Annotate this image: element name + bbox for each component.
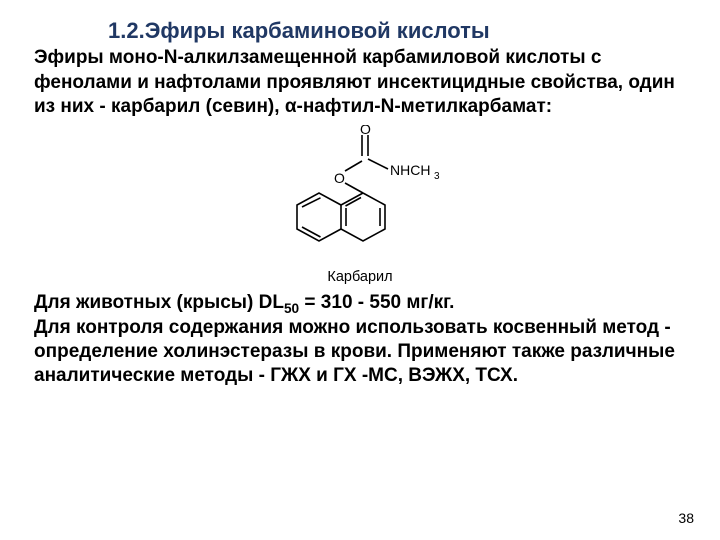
label-NHCH3: NHCH <box>390 162 430 178</box>
section-heading: 1.2.Эфиры карбаминовой кислоты <box>108 18 556 43</box>
label-mid-O: O <box>334 170 345 186</box>
figure-caption: Карбарил <box>327 269 392 285</box>
dl50-line: Для животных (крысы) DL50 = 310 - 550 мг… <box>34 291 686 315</box>
chemical-structure-figure: O O NHCH 3 Карбарил <box>34 125 686 285</box>
label-top-O: O <box>360 125 371 137</box>
methods-paragraph: Для контроля содержания можно использова… <box>34 316 686 389</box>
carbaryl-structure-svg: O O NHCH 3 <box>260 125 460 263</box>
label-NHCH3-sub: 3 <box>434 171 440 182</box>
intro-paragraph: Эфиры моно-N-алкилзамещенной карбамилово… <box>34 46 686 119</box>
page-number: 38 <box>678 510 694 526</box>
